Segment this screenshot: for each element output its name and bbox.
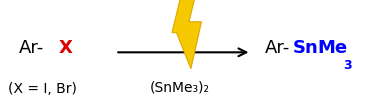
Polygon shape (172, 0, 201, 69)
Text: Me: Me (318, 39, 348, 57)
Text: Sn: Sn (293, 39, 319, 57)
Text: 3: 3 (343, 59, 352, 72)
Text: Ar-: Ar- (19, 39, 44, 57)
Text: (X = I, Br): (X = I, Br) (8, 82, 76, 96)
Text: X: X (59, 39, 73, 57)
Text: Ar-: Ar- (265, 39, 290, 57)
Text: (SnMe₃)₂: (SnMe₃)₂ (150, 80, 209, 94)
